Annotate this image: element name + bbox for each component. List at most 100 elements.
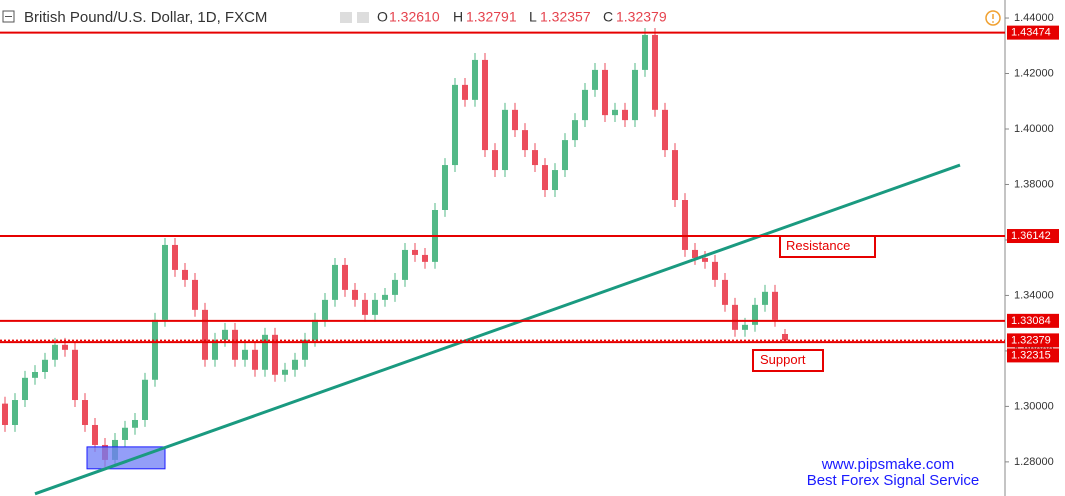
- candle-body: [22, 377, 28, 401]
- candle-body: [492, 150, 498, 171]
- candle-body: [702, 257, 708, 262]
- candle-body: [302, 339, 308, 360]
- price-label: 1.32315: [1011, 349, 1051, 361]
- alert-icon[interactable]: [985, 10, 1001, 26]
- candle-body: [132, 419, 138, 428]
- candle-body: [612, 109, 618, 116]
- candle-body: [462, 84, 468, 100]
- ohlc-value: 1.32791: [466, 9, 517, 25]
- price-label: 1.32379: [1011, 334, 1051, 346]
- ohlc-label: O: [377, 9, 388, 25]
- candle-body: [532, 150, 538, 166]
- candle-body: [382, 294, 388, 300]
- price-label-box: [1007, 348, 1059, 363]
- price-label: 1.33084: [1011, 315, 1051, 327]
- candle-body: [332, 264, 338, 300]
- candle-body: [522, 130, 528, 151]
- candle-body: [292, 359, 298, 370]
- candle-body: [282, 369, 288, 375]
- ohlc-value: 1.32610: [389, 9, 440, 25]
- candle-body: [42, 359, 48, 372]
- y-tick-label: 1.30000: [1014, 400, 1054, 412]
- candle-body: [542, 165, 548, 191]
- ohlc-label: C: [603, 9, 613, 25]
- candle-body: [222, 329, 228, 340]
- header: British Pound/U.S. Dollar, 1D, FXCM O 1.…: [2, 9, 1001, 26]
- y-tick-label: 1.42000: [1014, 67, 1054, 79]
- candle-body: [92, 424, 98, 445]
- candle-body: [652, 34, 658, 110]
- candle-body: [572, 120, 578, 141]
- candle-body: [142, 379, 148, 420]
- candle-body: [232, 329, 238, 360]
- price-label-box: [1007, 25, 1059, 40]
- candle-body: [472, 59, 478, 100]
- ohlc-label: L: [529, 9, 537, 25]
- plot-layer: 1.440001.420001.400001.380001.360001.340…: [2, 12, 1054, 496]
- annotation-box: [752, 349, 824, 372]
- candle-body: [742, 324, 748, 330]
- candle-body: [562, 140, 568, 171]
- candle-body: [752, 304, 758, 325]
- candle-body: [372, 299, 378, 315]
- candle-body: [182, 269, 188, 280]
- price-label-box: [1007, 313, 1059, 328]
- candle-body: [402, 249, 408, 280]
- candle-body: [272, 334, 278, 375]
- ohlc-value: 1.32357: [540, 9, 591, 25]
- annotation-text: Support: [760, 352, 806, 367]
- ohlc-value: 1.32379: [616, 9, 667, 25]
- candle-body: [342, 264, 348, 290]
- candle-body: [52, 344, 58, 360]
- candle-body: [152, 319, 158, 380]
- candle-body: [172, 244, 178, 270]
- candle-body: [722, 279, 728, 305]
- candle-body: [422, 254, 428, 262]
- candle-body: [72, 349, 78, 401]
- candle-body: [672, 150, 678, 201]
- candle-body: [772, 291, 778, 320]
- price-zone: [86, 446, 166, 470]
- candle-body: [712, 261, 718, 280]
- alert-icon: [992, 21, 994, 23]
- chart-title: British Pound/U.S. Dollar, 1D, FXCM: [24, 9, 267, 26]
- candle-body: [602, 69, 608, 116]
- candle-body: [62, 344, 68, 350]
- candle-body: [412, 249, 418, 255]
- settings-icon[interactable]: [340, 12, 352, 23]
- candle-body: [622, 109, 628, 121]
- candle-body: [12, 400, 18, 425]
- candle-body: [452, 84, 458, 166]
- candle-body: [262, 334, 268, 370]
- candle-body: [392, 279, 398, 295]
- candle-body: [552, 170, 558, 191]
- candle-body: [2, 403, 8, 425]
- candle-body: [642, 34, 648, 70]
- watermark: Best Forex Signal Service: [807, 472, 980, 489]
- y-tick-label: 1.34000: [1014, 289, 1054, 301]
- candle-body: [782, 333, 788, 341]
- candle-body: [242, 349, 248, 360]
- collapse-icon[interactable]: [2, 10, 15, 23]
- candle-body: [682, 200, 688, 250]
- candle-body: [312, 319, 318, 340]
- candle-body: [352, 289, 358, 300]
- price-label: 1.43474: [1011, 27, 1051, 39]
- settings-icon[interactable]: [357, 12, 369, 23]
- trendline: [34, 163, 961, 496]
- candle-body: [502, 109, 508, 171]
- candle-body: [162, 244, 168, 320]
- price-label: 1.36142: [1011, 230, 1051, 242]
- y-tick-label: 1.28000: [1014, 456, 1054, 468]
- candle-body: [482, 59, 488, 151]
- candle-body: [362, 299, 368, 315]
- candle-body: [762, 291, 768, 305]
- candle-body: [322, 299, 328, 320]
- candle-body: [732, 304, 738, 330]
- ohlc-label: H: [453, 9, 463, 25]
- price-label-box: [1007, 333, 1059, 348]
- candle-body: [192, 279, 198, 310]
- candle-body: [582, 89, 588, 121]
